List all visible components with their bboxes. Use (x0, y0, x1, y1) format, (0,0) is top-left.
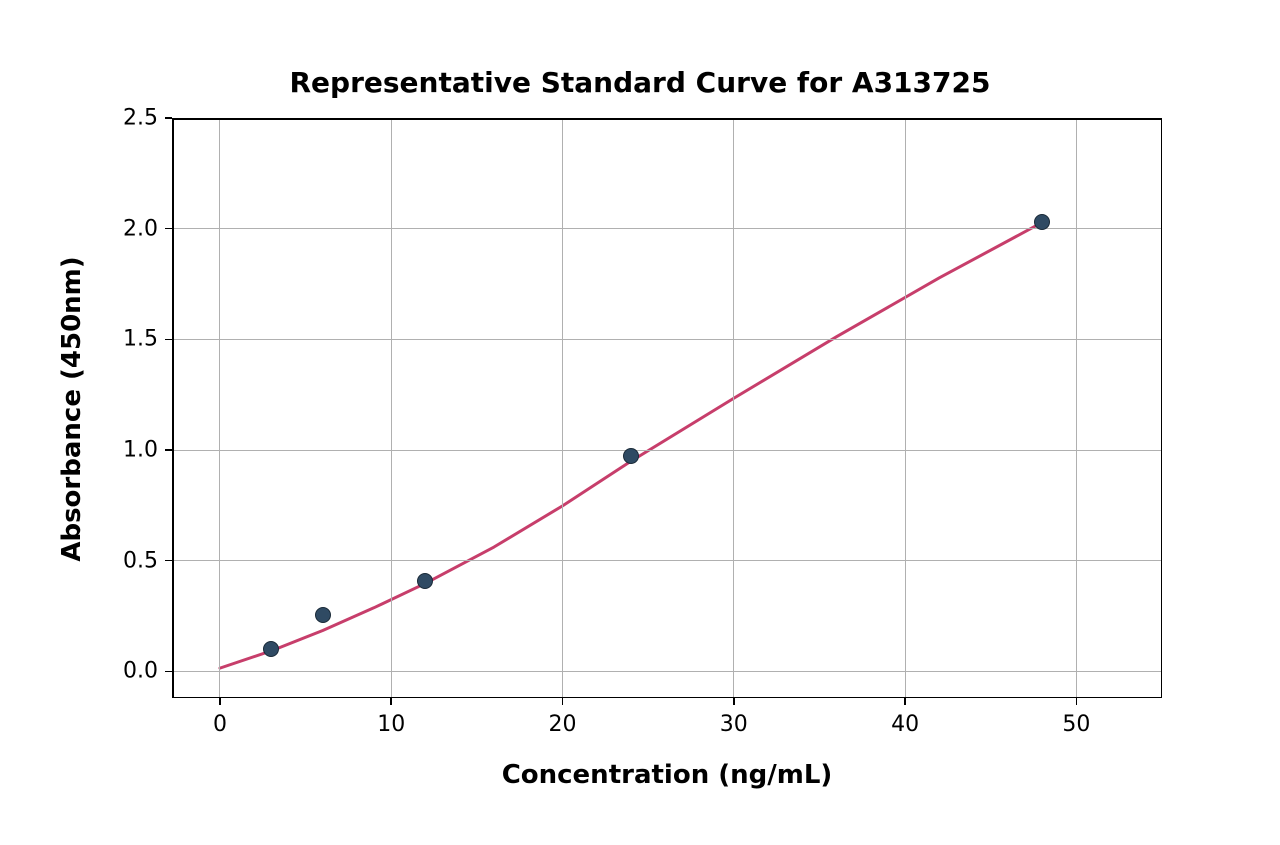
data-point-marker (315, 607, 331, 623)
plot-spine (172, 697, 1162, 699)
x-tick-label: 30 (720, 712, 748, 737)
chart-title: Representative Standard Curve for A31372… (0, 66, 1280, 99)
gridline-vertical (733, 118, 734, 698)
figure: Representative Standard Curve for A31372… (0, 0, 1280, 845)
y-tick (165, 671, 172, 673)
y-tick (165, 560, 172, 562)
y-tick-label: 1.5 (0, 327, 158, 352)
x-tick (1076, 698, 1078, 705)
x-tick-label: 10 (377, 712, 405, 737)
gridline-horizontal (172, 560, 1162, 561)
plot-spine (172, 118, 174, 698)
gridline-horizontal (172, 228, 1162, 229)
y-tick-label: 2.0 (0, 216, 158, 241)
x-tick (904, 698, 906, 705)
y-tick-label: 2.5 (0, 106, 158, 131)
gridline-vertical (562, 118, 563, 698)
y-tick-label: 0.0 (0, 659, 158, 684)
x-tick-label: 50 (1062, 712, 1090, 737)
gridline-horizontal (172, 450, 1162, 451)
y-tick (165, 228, 172, 230)
plot-spine (172, 118, 1162, 120)
plot-spine (1161, 118, 1163, 698)
data-point-marker (623, 448, 639, 464)
x-tick (219, 698, 221, 705)
gridline-vertical (905, 118, 906, 698)
x-axis-label: Concentration (ng/mL) (172, 760, 1162, 790)
x-tick (562, 698, 564, 705)
gridline-vertical (391, 118, 392, 698)
y-tick-label: 1.0 (0, 438, 158, 463)
gridline-vertical (1076, 118, 1077, 698)
x-tick (733, 698, 735, 705)
x-tick-label: 0 (213, 712, 227, 737)
data-point-marker (417, 573, 433, 589)
data-point-marker (263, 641, 279, 657)
fit-curve (220, 222, 1042, 668)
x-tick-label: 40 (891, 712, 919, 737)
plot-area (172, 118, 1162, 698)
y-tick (165, 449, 172, 451)
y-tick-label: 0.5 (0, 548, 158, 573)
gridline-vertical (219, 118, 220, 698)
y-tick (165, 339, 172, 341)
y-tick (165, 117, 172, 119)
gridline-horizontal (172, 339, 1162, 340)
data-point-marker (1034, 214, 1050, 230)
x-tick (390, 698, 392, 705)
gridline-horizontal (172, 671, 1162, 672)
y-axis-label: Absorbance (450nm) (57, 119, 87, 699)
x-tick-label: 20 (549, 712, 577, 737)
